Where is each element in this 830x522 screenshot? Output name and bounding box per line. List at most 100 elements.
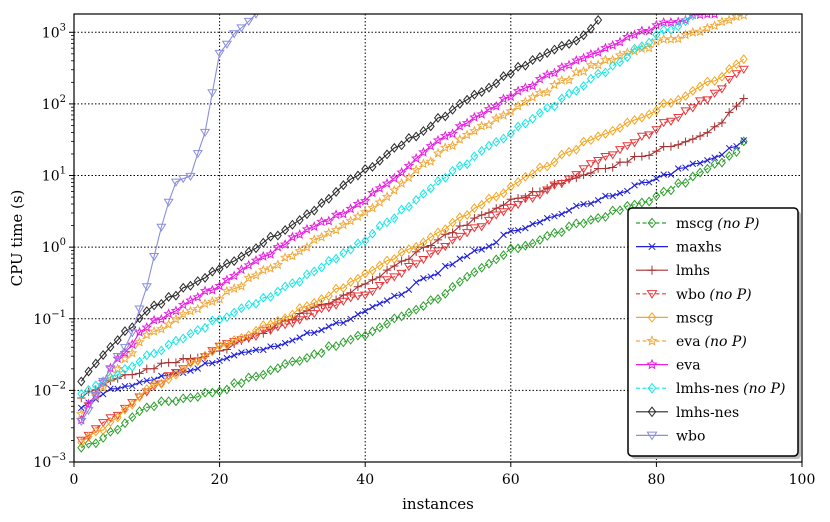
data-point-x xyxy=(536,218,544,226)
data-point-x xyxy=(471,247,478,254)
data-point-star xyxy=(578,52,589,63)
data-point-diamond xyxy=(652,105,661,116)
data-point-star xyxy=(571,66,582,77)
data-point-plus xyxy=(404,255,414,264)
data-point-diamond xyxy=(113,335,122,346)
data-point-diamond xyxy=(550,44,559,55)
data-point-triangle xyxy=(148,253,160,262)
data-point-diamond xyxy=(645,37,654,48)
y-tick-base: 10 xyxy=(33,455,51,471)
data-point-diamond xyxy=(412,304,421,315)
data-point-diamond xyxy=(477,262,486,273)
data-point-diamond xyxy=(703,76,712,87)
data-point-star xyxy=(541,69,553,80)
data-point-diamond xyxy=(353,273,362,284)
data-point-star xyxy=(236,264,247,275)
data-point-x xyxy=(281,339,289,347)
data-point-triangle xyxy=(272,323,283,332)
data-point-triangle xyxy=(585,160,596,169)
data-point-star xyxy=(199,298,211,309)
data-point-star xyxy=(374,182,385,193)
data-point-triangle xyxy=(156,223,167,232)
data-point-diamond xyxy=(463,209,472,220)
data-point-diamond xyxy=(623,200,632,211)
data-point-triangle xyxy=(214,49,225,59)
data-point-star xyxy=(688,14,698,20)
data-point-triangle xyxy=(702,96,713,105)
data-point-diamond xyxy=(557,40,566,51)
data-point-triangle xyxy=(491,211,502,220)
data-point-x xyxy=(391,292,398,300)
data-point-diamond xyxy=(659,98,668,109)
data-point-star xyxy=(338,219,349,230)
data-point-plus xyxy=(586,168,596,178)
data-point-diamond xyxy=(375,155,384,166)
data-point-star xyxy=(651,35,662,46)
data-point-diamond xyxy=(266,365,275,376)
data-point-x xyxy=(128,382,136,390)
data-point-diamond xyxy=(157,396,166,407)
data-point-star xyxy=(177,308,189,319)
data-point-diamond xyxy=(623,117,632,128)
data-point-diamond xyxy=(164,291,173,302)
data-point-diamond xyxy=(91,426,100,437)
y-tick-exponent: −1 xyxy=(51,309,66,320)
data-point-diamond xyxy=(674,21,683,32)
data-point-diamond xyxy=(572,35,581,46)
data-point-x xyxy=(623,187,631,195)
data-point-diamond xyxy=(179,282,188,293)
data-point-plus xyxy=(666,142,676,151)
data-point-diamond xyxy=(259,237,268,248)
data-point-diamond xyxy=(383,318,392,329)
data-point-diamond xyxy=(565,146,574,157)
data-point-diamond xyxy=(295,355,304,366)
data-point-diamond xyxy=(186,357,195,368)
data-point-diamond xyxy=(579,30,588,41)
data-point-diamond xyxy=(208,387,217,398)
data-point-star xyxy=(243,272,254,283)
data-point-plus xyxy=(164,358,173,367)
data-point-star xyxy=(396,166,407,177)
legend-entry: lmhs xyxy=(636,263,710,279)
data-point-diamond xyxy=(324,255,333,266)
data-point-x xyxy=(740,137,748,144)
data-point-plus xyxy=(647,265,657,275)
data-point-star xyxy=(309,221,320,232)
data-point-diamond xyxy=(142,350,151,361)
data-point-star xyxy=(680,29,691,40)
data-point-diamond xyxy=(77,388,86,399)
data-point-diamond xyxy=(470,151,479,162)
legend-entry: maxhs xyxy=(636,240,722,256)
y-tick-label: 102 xyxy=(42,94,66,113)
data-point-star xyxy=(134,336,145,347)
data-point-x xyxy=(573,202,580,210)
data-point-triangle xyxy=(738,65,749,74)
data-point-diamond xyxy=(91,438,100,449)
data-point-x xyxy=(274,342,282,350)
data-point-plus xyxy=(630,152,639,161)
data-point-star xyxy=(374,196,385,207)
data-point-plus xyxy=(637,152,647,161)
data-point-x xyxy=(594,197,602,204)
data-point-star xyxy=(338,208,349,219)
data-point-diamond xyxy=(647,406,657,418)
data-point-star xyxy=(425,140,436,151)
data-point-star xyxy=(367,202,378,213)
data-point-diamond xyxy=(339,283,348,294)
data-point-diamond xyxy=(317,293,326,304)
data-point-diamond xyxy=(601,128,610,139)
data-point-star xyxy=(563,59,575,70)
data-point-plus xyxy=(215,346,224,356)
data-point-diamond xyxy=(647,311,657,323)
data-point-diamond xyxy=(201,387,210,398)
legend-label: lmhs-nes (no P) xyxy=(676,381,785,397)
data-point-triangle xyxy=(716,85,728,94)
data-point-diamond xyxy=(222,312,231,323)
data-point-plus xyxy=(674,140,683,149)
data-point-plus xyxy=(477,210,486,220)
data-point-plus xyxy=(120,370,130,379)
data-point-diamond xyxy=(230,378,239,389)
data-point-star xyxy=(170,313,182,324)
data-point-diamond xyxy=(477,199,486,210)
data-point-x xyxy=(648,243,656,251)
